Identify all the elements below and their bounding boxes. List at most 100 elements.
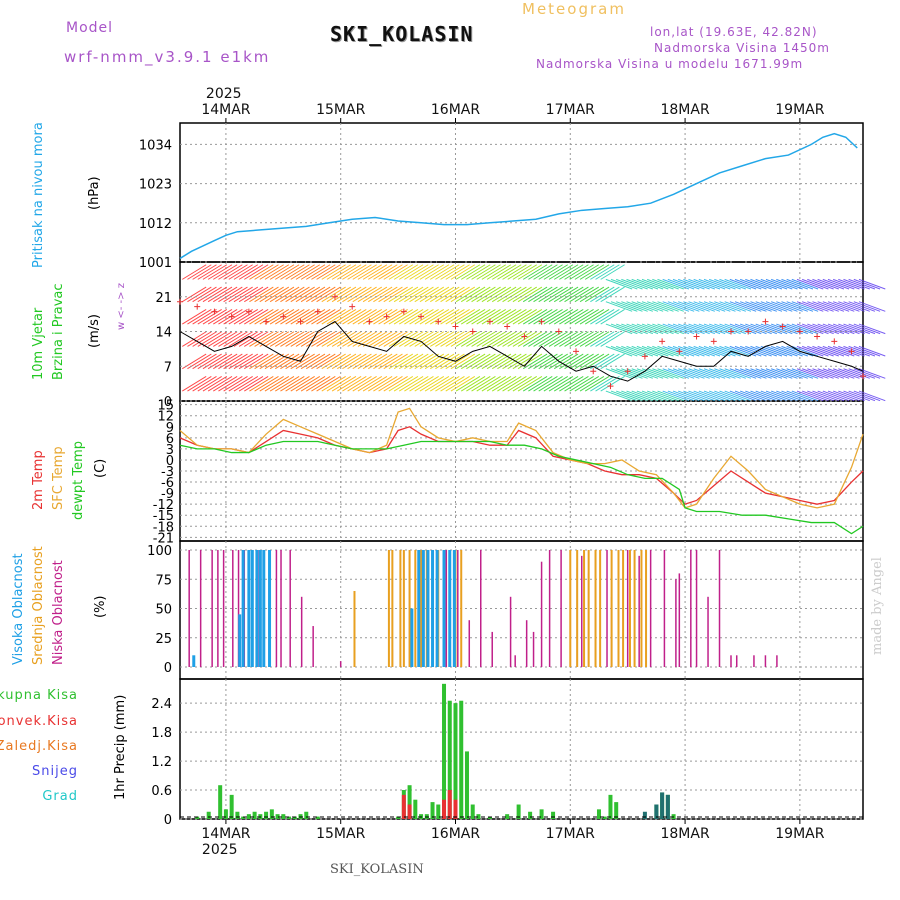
wind-barb [827,278,855,290]
wind-barb [249,286,274,303]
precip-bar-0 [315,816,320,819]
wind-barb [326,308,352,325]
precip-bar-1 [453,799,458,819]
wind-compass-label: w <- -> z [116,283,127,330]
wind-barb [383,376,408,392]
wind-barb [460,264,486,280]
wind-barb [450,376,476,392]
wind-barb [306,264,331,280]
wind-barb [398,353,424,370]
wind-barb [538,286,563,303]
wind-barb [574,376,600,392]
temp-axis-title-2: SFC Temp [51,446,66,510]
wind-barb [295,376,321,392]
wind-barb [207,264,233,280]
wind-barb [600,264,625,280]
wind-barb [760,323,788,335]
cloud-axis-title: Visoka Oblacnost [11,553,26,665]
wind-barbs-group [182,264,886,402]
precip-tick-label: 1.8 [151,726,172,741]
wind-barb [481,331,507,347]
wind-barb [486,376,512,392]
wind-barb [714,345,741,357]
precip-bar-2 [642,811,647,819]
wind-barb [641,390,669,402]
wind-gust-marker [194,303,201,310]
wind-barb [548,286,574,303]
wind-barb [280,264,305,280]
wind-barb [306,308,331,325]
wind-barb [641,323,669,335]
precip-legend-item: Grad [42,789,78,804]
wind-barb [228,353,253,370]
wind-barb [290,353,315,370]
bottom-axis-tick-label: 19MAR [775,826,824,842]
wind-barb [357,308,383,325]
wind-barb [347,331,372,347]
wind-barb [528,353,553,370]
precip-bar-0 [459,700,464,819]
wind-barb [295,286,321,303]
wind-barb [807,390,834,402]
wind-barb [331,264,357,280]
wind-gust-marker [314,308,321,315]
wind-barb [398,264,424,280]
wind-barb [616,301,643,312]
wind-barb [295,264,321,280]
wind-barb [703,345,731,357]
wind-barb [698,390,726,402]
wind-gust-marker [452,323,459,330]
wind-barb [776,368,803,379]
wind-barb [770,278,798,290]
wind-barb [517,353,543,370]
wind-gust-marker [641,353,648,360]
meteogram-title: Meteogram [522,0,626,18]
wind-barb [853,301,881,312]
wind-barb [388,264,414,280]
wind-barb [616,368,643,379]
wind-barb [724,345,752,357]
wind-barb [321,376,346,392]
wind-barb [683,278,710,290]
wind-barb [693,323,721,335]
watermark: made by Angel [870,557,885,655]
wind-barb [688,345,715,357]
wind-barb [404,353,429,370]
wind-barb [626,368,654,379]
cloud-tick-label: 25 [155,632,172,647]
temp-tick-label: 15 [157,399,174,414]
wind-barb [750,368,777,379]
wind-barb [275,308,300,325]
wind-barb [641,301,669,312]
wind-barb [507,331,532,347]
wind-barb [316,308,341,325]
top-axis-tick-label: 18MAR [660,102,709,118]
wind-barb [290,286,315,303]
wind-barb [207,353,233,370]
wind-barb [765,278,793,290]
precip-bar-0 [596,809,601,819]
wind-barb [429,376,455,392]
wind-barb [801,368,829,379]
wind-barb [848,301,876,312]
wind-barb [827,323,855,335]
wind-barb [460,331,486,347]
wind-barb [574,286,600,303]
wind-barb [223,376,248,392]
wind-barb [548,308,574,325]
wind-barb [662,323,690,335]
wind-barb [285,264,310,280]
wind-barb [647,390,674,402]
wind-barb [398,286,424,303]
wind-barb [471,308,496,325]
station-title: SKI_KOLASIN [330,22,474,46]
wind-barb [228,331,253,347]
wind-barb [781,390,808,402]
wind-barb [714,301,741,312]
wind-barb [543,353,569,370]
wind-barb [574,264,600,280]
wind-barb [347,286,372,303]
wind-barb [647,301,674,312]
wind-barb [342,376,367,392]
wind-barb [579,353,605,370]
